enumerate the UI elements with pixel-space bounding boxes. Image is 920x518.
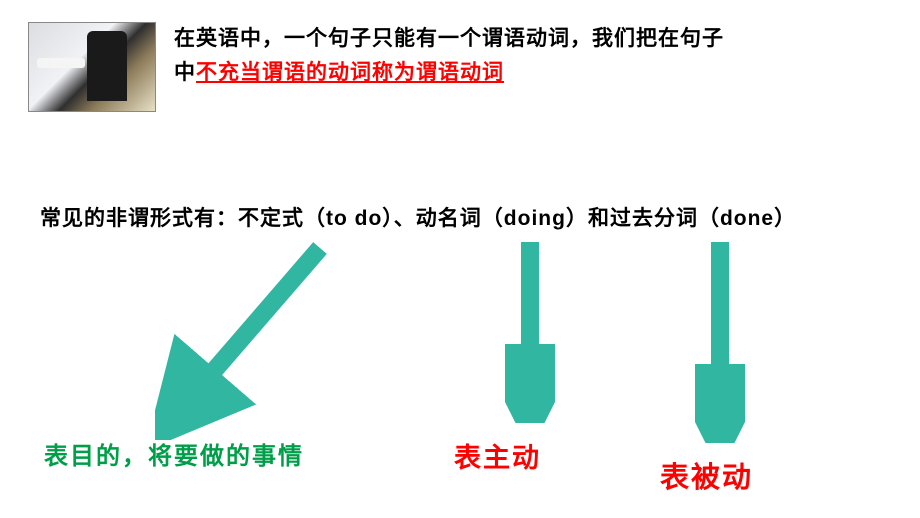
decorative-thumbnail — [28, 22, 156, 112]
arrow-to-purpose — [155, 240, 345, 440]
forms-text: 常见的非谓形式有：不定式（to do）、动名词（doing）和过去分词（done… — [40, 202, 796, 232]
arrow-to-active — [505, 238, 555, 423]
top-section: 在英语中，一个句子只能有一个谓语动词，我们把在句子 中不充当谓语的动词称为谓语动… — [28, 22, 724, 112]
intro-text: 在英语中，一个句子只能有一个谓语动词，我们把在句子 中不充当谓语的动词称为谓语动… — [174, 22, 724, 89]
label-passive: 表被动 — [660, 454, 753, 496]
intro-line2-prefix: 中 — [174, 61, 196, 84]
arrow-to-passive — [695, 238, 745, 443]
label-active: 表主动 — [454, 436, 541, 475]
intro-highlight: 不充当谓语的动词称为谓语动词 — [196, 61, 504, 84]
intro-line1: 在英语中，一个句子只能有一个谓语动词，我们把在句子 — [174, 27, 724, 50]
label-purpose: 表目的，将要做的事情 — [44, 436, 304, 471]
